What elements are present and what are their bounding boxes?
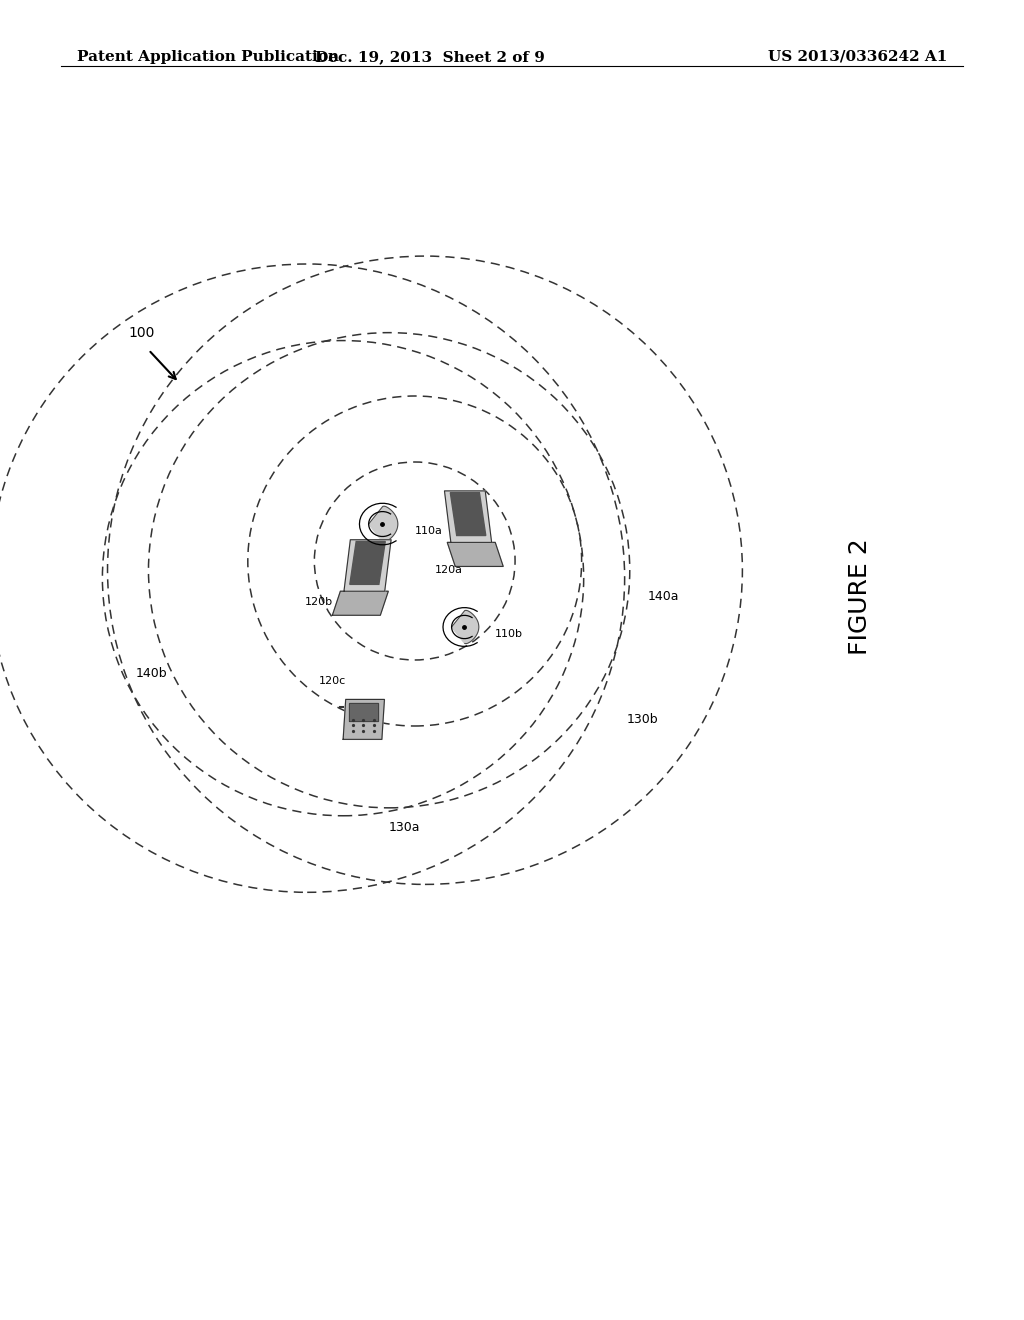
Polygon shape (447, 543, 503, 566)
Polygon shape (444, 491, 492, 543)
Text: 140b: 140b (136, 667, 167, 680)
Polygon shape (451, 492, 485, 536)
Polygon shape (350, 541, 385, 585)
Text: Dec. 19, 2013  Sheet 2 of 9: Dec. 19, 2013 Sheet 2 of 9 (315, 50, 545, 63)
Polygon shape (369, 507, 397, 541)
Polygon shape (344, 540, 391, 591)
Text: 110a: 110a (415, 525, 442, 536)
Text: 100: 100 (128, 326, 155, 339)
Polygon shape (343, 700, 384, 739)
Text: 140a: 140a (648, 590, 679, 603)
Text: 130b: 130b (627, 713, 657, 726)
Text: FIGURE 2: FIGURE 2 (848, 539, 872, 655)
Text: 130a: 130a (389, 821, 420, 834)
Text: Patent Application Publication: Patent Application Publication (77, 50, 339, 63)
Text: 110b: 110b (495, 628, 522, 639)
Text: 120b: 120b (305, 597, 333, 607)
Text: 120c: 120c (318, 676, 346, 686)
Text: 120a: 120a (435, 565, 463, 576)
Polygon shape (349, 702, 378, 722)
Polygon shape (333, 591, 388, 615)
Text: US 2013/0336242 A1: US 2013/0336242 A1 (768, 50, 947, 63)
Polygon shape (452, 610, 479, 644)
